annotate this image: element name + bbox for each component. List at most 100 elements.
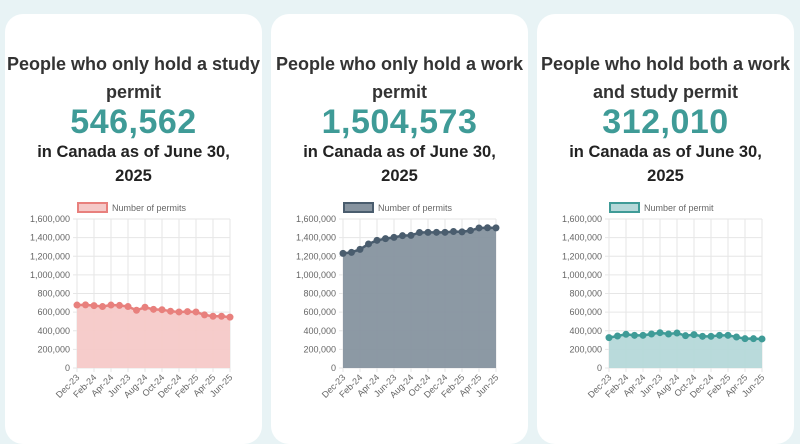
data-point: [484, 224, 491, 232]
y-tick-label: 1,400,000: [562, 233, 602, 243]
y-tick-label: 1,200,000: [30, 251, 70, 261]
y-tick-label: 1,400,000: [30, 233, 70, 243]
data-point: [192, 308, 200, 316]
y-tick-label: 200,000: [569, 344, 602, 354]
data-point: [416, 229, 423, 237]
data-point: [648, 330, 655, 338]
y-tick-label: 1,000,000: [30, 270, 70, 280]
data-point: [458, 228, 466, 236]
data-point: [90, 302, 98, 310]
both-permits-chart: Number of permit 0 200,000 400,000 600,000 80…: [562, 202, 766, 400]
area-fill: [343, 227, 496, 368]
card-both-permits: People who hold both a work and study pe…: [537, 14, 794, 444]
card-work-permit: People who only hold a work permit 1,504…: [271, 14, 528, 444]
study-permit-chart: Number of permits 0 200,000 400,000 600,000 8…: [30, 202, 234, 400]
data-point: [707, 332, 715, 340]
card-subtitle: in Canada as of June 30, 2025: [569, 143, 762, 185]
data-point: [209, 312, 217, 320]
data-point: [733, 333, 740, 341]
card-subtitle: in Canada as of June 30, 2025: [37, 143, 230, 185]
data-point: [614, 332, 621, 340]
data-point: [433, 228, 440, 236]
y-tick-label: 1,000,000: [562, 270, 602, 280]
data-point: [424, 228, 432, 236]
card-title: People who only hold a study permit: [6, 54, 261, 102]
data-point: [699, 332, 706, 340]
data-point: [724, 331, 732, 339]
card-value: 546,562: [70, 103, 197, 141]
card-title: People who hold both a work and study pe…: [540, 54, 790, 102]
data-point: [450, 227, 457, 235]
data-point: [73, 301, 81, 309]
data-point: [665, 330, 672, 338]
data-point: [631, 331, 638, 339]
y-tick-label: 1,600,000: [296, 214, 336, 224]
data-point: [365, 240, 372, 248]
work-permit-chart: Number of permits 0 200,000 400,000 600,000 8…: [296, 202, 500, 400]
data-point: [716, 331, 723, 339]
legend-label: Number of permits: [112, 203, 187, 213]
data-point: [339, 249, 347, 257]
legend-swatch: [609, 202, 640, 213]
data-point: [348, 248, 355, 256]
data-point: [390, 233, 398, 241]
data-point: [605, 334, 613, 342]
y-tick-label: 600,000: [37, 307, 70, 317]
data-point: [682, 332, 689, 340]
data-point: [167, 307, 174, 315]
data-point: [750, 335, 757, 343]
legend-swatch: [343, 202, 374, 213]
y-tick-label: 800,000: [37, 289, 70, 299]
data-point: [82, 301, 89, 309]
y-tick-label: 1,600,000: [562, 214, 602, 224]
y-tick-label: 1,600,000: [30, 214, 70, 224]
card-value: 1,504,573: [321, 103, 478, 141]
card-value: 312,010: [602, 103, 729, 141]
data-point: [184, 308, 191, 316]
y-tick-label: 0: [597, 363, 602, 373]
y-tick-label: 1,200,000: [562, 251, 602, 261]
y-tick-label: 0: [331, 363, 336, 373]
data-point: [441, 228, 449, 236]
y-tick-label: 400,000: [37, 326, 70, 336]
y-tick-label: 200,000: [303, 344, 336, 354]
area-fill: [609, 332, 762, 368]
y-tick-label: 600,000: [303, 307, 336, 317]
data-point: [116, 301, 123, 309]
y-tick-label: 1,200,000: [296, 251, 336, 261]
y-tick-label: 0: [65, 363, 70, 373]
data-point: [107, 301, 115, 309]
card-subtitle: in Canada as of June 30, 2025: [303, 143, 496, 185]
data-point: [218, 312, 225, 320]
y-tick-label: 400,000: [569, 326, 602, 336]
data-point: [226, 313, 234, 321]
data-point: [158, 306, 166, 314]
data-point: [373, 236, 381, 244]
y-tick-label: 800,000: [569, 289, 602, 299]
data-point: [150, 305, 157, 313]
card-title: People who only hold a work permit: [275, 54, 524, 102]
y-tick-label: 1,400,000: [296, 233, 336, 243]
legend-swatch: [77, 202, 108, 213]
data-point: [475, 224, 483, 232]
legend-label: Number of permits: [378, 203, 453, 213]
data-point: [175, 308, 183, 316]
data-point: [133, 306, 140, 314]
data-point: [407, 231, 415, 239]
y-tick-label: 200,000: [37, 344, 70, 354]
data-point: [622, 330, 630, 338]
data-point: [656, 329, 664, 337]
data-point: [492, 224, 500, 232]
data-point: [690, 331, 698, 339]
y-tick-label: 400,000: [303, 326, 336, 336]
legend-label: Number of permit: [644, 203, 714, 213]
data-point: [758, 335, 766, 343]
data-point: [741, 335, 749, 343]
y-tick-label: 600,000: [569, 307, 602, 317]
data-point: [356, 245, 364, 253]
data-point: [141, 303, 149, 311]
data-point: [467, 227, 474, 235]
y-tick-label: 800,000: [303, 289, 336, 299]
y-tick-label: 1,000,000: [296, 270, 336, 280]
data-point: [124, 303, 132, 311]
